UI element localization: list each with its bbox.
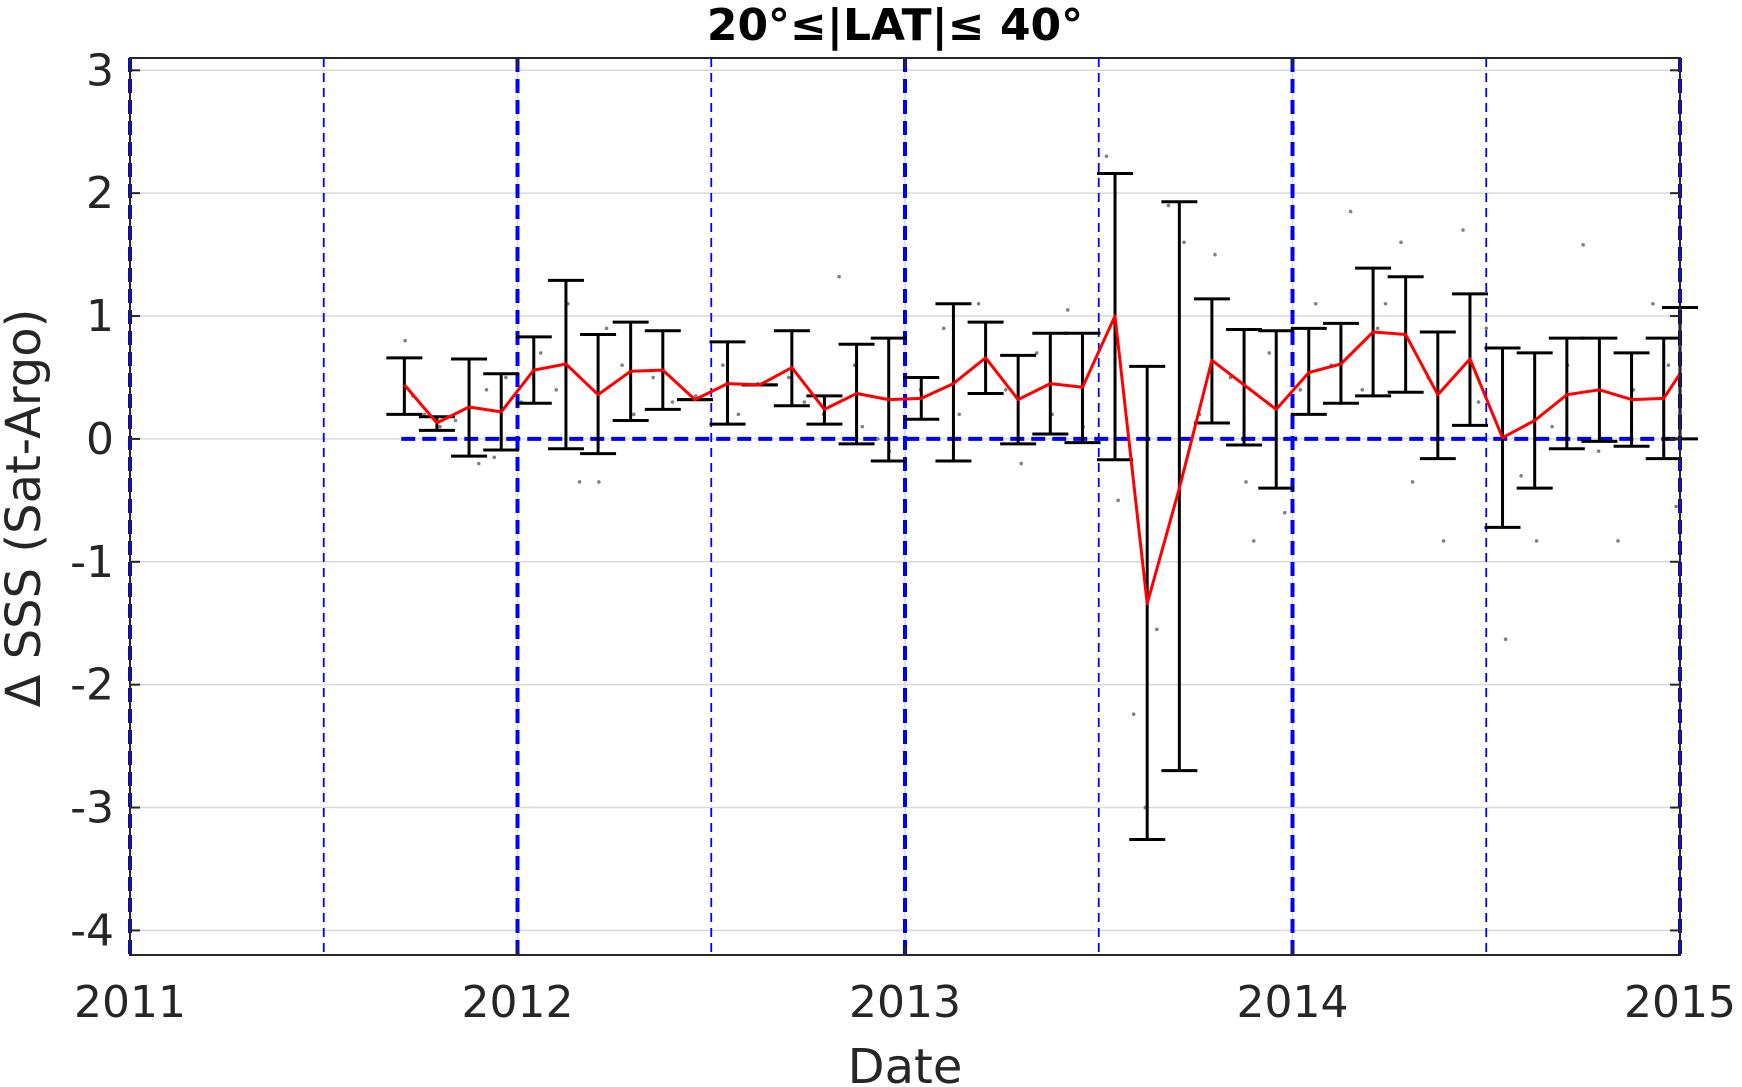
y-tick-label: -1 [70,537,114,588]
scatter-point [1116,498,1120,503]
scatter-point [1155,627,1159,632]
scatter-point [1484,326,1489,331]
scatter-point [1503,637,1508,642]
y-tick-label: -4 [70,905,114,956]
scatter-point [1244,480,1248,484]
scatter-point [1375,326,1380,331]
scatter-point [1182,240,1186,245]
scatter-point [1104,154,1109,159]
scatter-point [1581,242,1585,247]
scatter-point [1399,240,1403,245]
mean-line [403,314,1682,606]
scatter-point [1213,252,1217,257]
scatter-point [976,301,981,306]
scatter-point [1534,539,1539,543]
scatter-point [860,424,865,429]
y-tick-label: -2 [70,660,114,711]
scatter-point [1019,461,1024,466]
mean-line-group [403,314,1682,606]
x-tick-label: 2014 [1237,977,1349,1028]
scatter-point [604,326,609,331]
scatter-point [1666,363,1671,367]
scatter-point [1550,424,1554,429]
y-tick-label: 2 [86,168,114,219]
scatter-point [721,363,725,367]
scatter-point [1441,539,1446,543]
scatter-point [438,424,442,429]
scatter-point [736,412,741,417]
scatter-point [1298,387,1303,392]
scatter-point [1348,209,1353,214]
axis-ticks: 3 2 1 0 -1 -2 -3 -4 2011 2012 2013 2014 2015 [70,45,1736,1028]
scatter-point [1461,228,1465,232]
scatter-point [1616,539,1620,543]
scatter-point [1313,301,1318,306]
scatter-point [577,480,582,484]
chart-title: 20°≤|LAT|≤ 40° [707,0,1083,51]
scatter-point [651,375,655,380]
scatter-point [1476,400,1481,404]
scatter-point [837,274,841,279]
scatter-point [504,375,508,380]
scatter-point [1003,387,1008,392]
scatter-point [1360,387,1365,392]
scatter-point [538,351,543,355]
scatter-point [1034,351,1039,355]
scatter-point [597,480,601,484]
scatter-point [620,363,624,367]
plot-area [128,57,1698,956]
scatter-point [631,412,636,417]
scatter-point [802,400,807,404]
scatter-point [1410,480,1415,484]
y-tick-label: 1 [86,291,114,342]
scatter-point [786,375,791,380]
scatter-point [1251,539,1256,543]
scatter-point [1596,449,1601,454]
x-tick-label: 2012 [462,977,574,1028]
scatter-point [403,338,407,343]
y-tick-label: 3 [86,45,114,96]
scatter-point [1674,504,1678,509]
x-tick-label: 2011 [74,977,186,1028]
x-axis-label: Date [848,1039,963,1087]
y-axis-label: Δ SSS (Sat-Argo) [0,309,52,708]
scatter-point [1131,712,1136,716]
scatter-point [1065,308,1070,312]
scatter-point [492,455,497,460]
scatter-point [476,461,481,466]
x-tick-label: 2013 [849,977,961,1028]
scatter-point [1383,301,1388,306]
scatter-point [670,400,675,404]
scatter-point [1519,473,1523,478]
scatter-point [1651,301,1655,306]
scatter-point [1166,203,1171,208]
y-tick-label: 0 [86,414,114,465]
scatter-point [876,437,880,441]
scatter-point [453,418,458,423]
scatter-point [941,326,946,331]
scatter-point [693,394,698,398]
scatter-point [1267,351,1272,355]
scatter-point [422,412,427,417]
y-tick-label: -3 [70,783,114,834]
scatter-point [1282,510,1287,515]
scatter-point [957,412,962,417]
x-tick-label: 2015 [1624,977,1736,1028]
scatter-point [484,387,489,392]
error-bar [1226,328,1263,447]
scatter-point [554,387,559,392]
